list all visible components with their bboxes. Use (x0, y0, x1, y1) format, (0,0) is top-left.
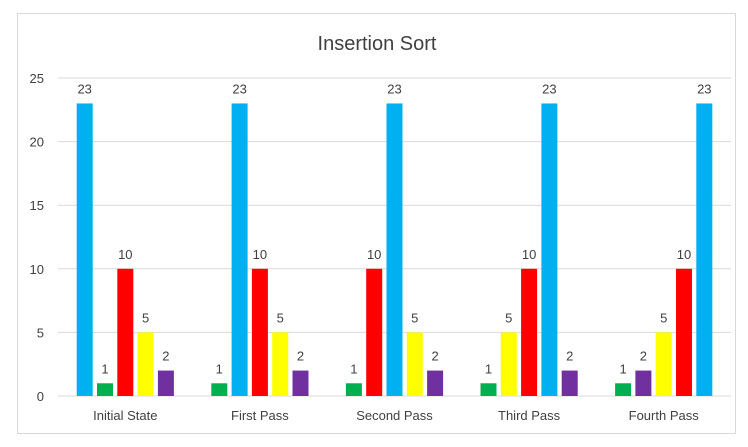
data-label: 23 (232, 81, 246, 96)
data-label: 5 (411, 310, 418, 325)
chart-title: Insertion Sort (318, 33, 437, 55)
data-label: 1 (350, 361, 357, 376)
data-label: 1 (101, 361, 108, 376)
bar (231, 103, 248, 396)
data-label: 23 (387, 81, 401, 96)
data-label: 10 (118, 247, 132, 262)
data-label: 5 (142, 310, 149, 325)
bar (97, 383, 113, 396)
bar (406, 332, 423, 396)
chart-area: Insertion Sort 0 5 10 15 20 25 Initial State F… (17, 13, 736, 434)
bar (292, 370, 309, 396)
bar (500, 332, 517, 396)
y-tick-label: 0 (37, 389, 44, 404)
data-label: 23 (77, 81, 91, 96)
y-tick-label: 10 (30, 262, 44, 277)
data-label: 2 (566, 349, 573, 364)
data-label: 5 (505, 310, 512, 325)
bar (157, 370, 174, 396)
x-axis-ticks: Initial State First Pass Second Pass Third … (93, 408, 699, 423)
x-tick-label: Initial State (93, 408, 157, 423)
bar (251, 268, 268, 396)
bar (615, 383, 632, 396)
data-label: 5 (277, 310, 284, 325)
data-label: 10 (522, 247, 536, 262)
data-label: 10 (677, 247, 691, 262)
data-label: 2 (162, 349, 169, 364)
x-tick-label: Fourth Pass (629, 408, 700, 423)
bar (272, 332, 289, 396)
bar (561, 370, 578, 396)
bar (635, 370, 652, 396)
y-tick-label: 15 (30, 198, 44, 213)
bar (211, 383, 228, 396)
x-tick-label: Second Pass (356, 408, 433, 423)
bars (76, 103, 713, 396)
x-tick-label: First Pass (231, 408, 289, 423)
data-label: 1 (216, 361, 223, 376)
data-label: 10 (253, 247, 267, 262)
data-label: 10 (367, 247, 381, 262)
data-label: 1 (619, 361, 626, 376)
bar (696, 103, 713, 396)
y-tick-label: 25 (30, 71, 44, 86)
bar (541, 103, 558, 396)
bar (76, 103, 93, 396)
bar (480, 383, 497, 396)
bar (345, 383, 362, 396)
y-axis-ticks: 0 5 10 15 20 25 (30, 71, 44, 404)
bar (676, 268, 692, 396)
y-tick-label: 20 (30, 135, 44, 150)
data-label: 5 (660, 310, 667, 325)
data-label: 2 (431, 349, 438, 364)
bar (366, 268, 383, 396)
x-tick-label: Third Pass (498, 408, 561, 423)
data-label: 2 (640, 349, 647, 364)
bar (386, 103, 403, 396)
y-tick-label: 5 (37, 325, 44, 340)
bar (521, 268, 538, 396)
data-label: 1 (485, 361, 492, 376)
data-label: 2 (297, 349, 304, 364)
bar (655, 332, 672, 396)
data-label: 23 (542, 81, 556, 96)
bar (137, 332, 154, 396)
bar (117, 268, 134, 396)
bar (427, 370, 444, 396)
data-label: 23 (697, 81, 711, 96)
